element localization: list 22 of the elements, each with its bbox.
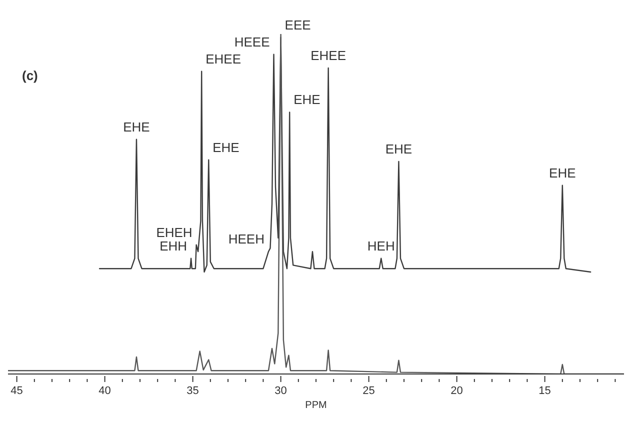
annotation: (c) [22, 68, 38, 83]
annotation: HEEH [228, 232, 264, 247]
x-tick-label: 25 [362, 385, 375, 397]
x-tick-label: 40 [98, 385, 111, 397]
x-tick-label: 20 [450, 385, 463, 397]
x-tick-label: 30 [274, 385, 287, 397]
annotation: EHEH [156, 224, 192, 240]
x-tick-label: 45 [10, 385, 23, 397]
annotation: HEEE [234, 34, 270, 50]
annotation: EHE [549, 165, 576, 180]
annotation: EHE [123, 119, 150, 134]
x-tick-label: 15 [538, 385, 551, 397]
annotation: EHE [294, 92, 321, 108]
annotation: EHH [160, 238, 188, 254]
annotation: EHE [385, 142, 412, 156]
x-tick-label: 35 [186, 385, 199, 397]
annotation: EHEE [206, 51, 242, 66]
annotation: EHE [212, 140, 240, 155]
annotation: EEE [284, 17, 312, 32]
annotation: HEH [367, 238, 395, 254]
annotation: EHEE [310, 48, 346, 63]
x-axis-title: PPM [305, 400, 327, 411]
